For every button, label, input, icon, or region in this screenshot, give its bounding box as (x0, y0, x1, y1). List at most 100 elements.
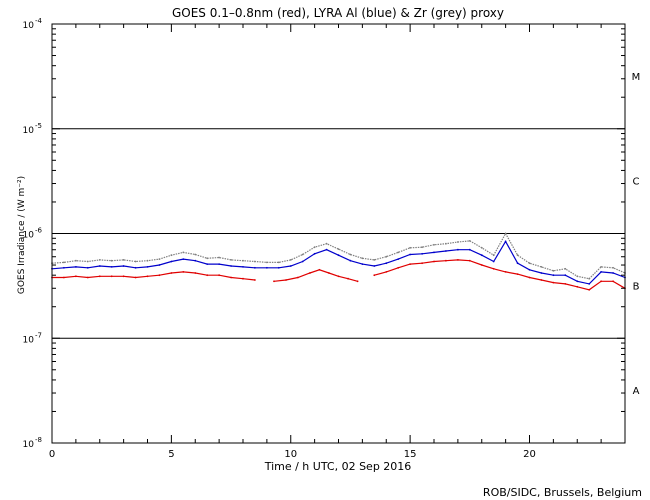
series-point (385, 262, 388, 265)
x-axis-ticks: 0 5 10 15 20 (49, 24, 626, 460)
series-point (540, 279, 543, 281)
series-point (206, 263, 209, 265)
series-point (285, 279, 287, 281)
series-point (86, 276, 89, 279)
y-tick-label: 10 (23, 231, 35, 241)
series-point (516, 254, 519, 257)
series-point (110, 275, 113, 278)
series-point (457, 241, 459, 243)
series-point (182, 251, 185, 254)
class-threshold-lines (52, 128, 625, 339)
series-point (134, 276, 137, 279)
flare-class-label: C (633, 177, 640, 188)
series-point (576, 275, 579, 278)
series-point (373, 274, 376, 277)
series-point (540, 272, 543, 274)
series-point (504, 240, 507, 243)
series-point (325, 242, 328, 245)
x-tick-label: 20 (523, 449, 536, 460)
y-tick-exponent: -7 (35, 331, 42, 339)
y-tick-exponent: -8 (35, 436, 42, 444)
series-point (254, 260, 256, 263)
series-point (301, 253, 304, 256)
series-point (337, 248, 340, 251)
series-point (194, 253, 197, 256)
series-point (254, 266, 256, 269)
series-point (397, 258, 400, 260)
y-axis-label: GOES Irradiance / (W m⁻²) (17, 176, 27, 294)
series-point (564, 267, 567, 270)
series-point (75, 275, 77, 278)
series-point (588, 277, 591, 280)
series-point (146, 275, 149, 278)
series-point (337, 254, 340, 257)
series-point (347, 277, 349, 280)
series-point (433, 251, 435, 254)
series-point (385, 255, 388, 258)
series-point (146, 259, 149, 262)
series-point (122, 275, 125, 278)
series-point (182, 258, 185, 260)
series-point (480, 246, 483, 249)
series-point (337, 275, 340, 278)
series-point (230, 276, 233, 279)
series-point (397, 266, 400, 269)
x-axis-label: Time / h UTC, 02 Sep 2016 (264, 460, 412, 473)
series-point (230, 265, 233, 267)
series-point (218, 256, 221, 259)
series-point (182, 271, 185, 273)
series-point (170, 254, 173, 257)
series-point (158, 264, 161, 266)
flare-class-label: A (633, 386, 640, 397)
series-point (540, 266, 543, 268)
x-tick-label: 5 (168, 449, 174, 460)
series-point (242, 277, 244, 280)
y-tick-label: 10 (23, 335, 35, 345)
series-point (194, 259, 197, 262)
series-point (409, 246, 411, 249)
series-point (564, 274, 567, 277)
series-point (309, 272, 311, 274)
series-point (254, 279, 256, 281)
series-point (409, 253, 411, 256)
series-point (134, 260, 137, 263)
credit-text: ROB/SIDC, Brussels, Belgium (483, 486, 642, 499)
series-point (98, 275, 101, 278)
series-point (421, 246, 423, 249)
series-point (313, 252, 316, 255)
y-tick-label: 10 (23, 440, 35, 450)
series-point (146, 266, 149, 268)
series-point (63, 266, 65, 269)
series-point (600, 266, 602, 268)
series-point (385, 271, 388, 273)
series-point (230, 259, 233, 261)
series-point (218, 263, 221, 265)
series-point (504, 271, 507, 273)
series-point (170, 260, 173, 263)
series-point (361, 257, 364, 260)
series-point (457, 248, 459, 251)
series-point (206, 257, 209, 260)
flare-class-label: B (633, 281, 640, 292)
series-point (218, 274, 221, 277)
series-point (273, 280, 275, 283)
series-point (277, 261, 280, 264)
series-point (301, 260, 304, 263)
series-point (266, 266, 268, 269)
series-point (98, 259, 101, 261)
series-point (75, 259, 77, 262)
series-point (480, 264, 483, 266)
y-tick-label: 10 (23, 126, 35, 136)
x-tick-label: 0 (49, 449, 55, 460)
series-point (564, 283, 567, 285)
series-point (552, 274, 555, 277)
series-point (297, 276, 299, 279)
series-point (588, 288, 591, 291)
series-point (373, 265, 376, 267)
series-point (134, 266, 137, 269)
flare-class-labels: A B C M (632, 72, 641, 397)
series-point (289, 265, 292, 267)
series-point (457, 259, 459, 261)
series-point (433, 243, 435, 246)
